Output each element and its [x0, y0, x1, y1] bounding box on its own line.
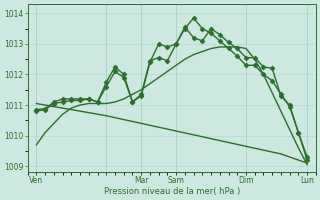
X-axis label: Pression niveau de la mer( hPa ): Pression niveau de la mer( hPa ) — [104, 187, 240, 196]
